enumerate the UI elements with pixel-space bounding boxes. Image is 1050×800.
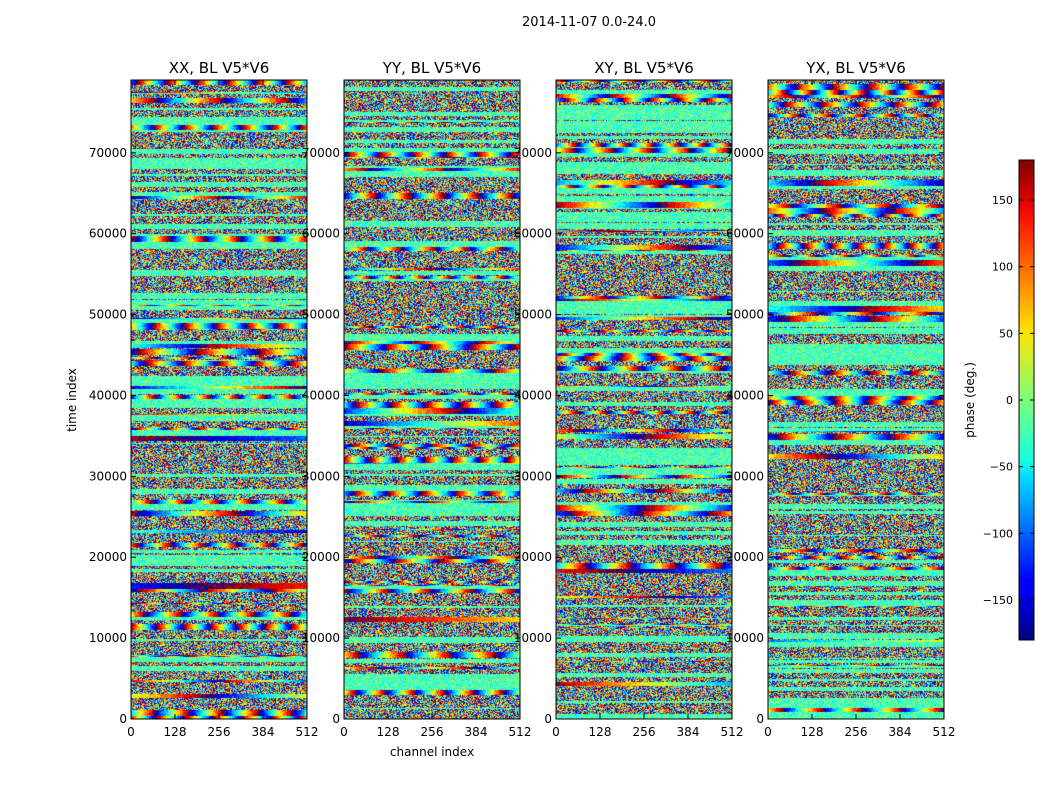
y-tick-label: 0 [756,712,764,726]
y-tick-label: 10000 [89,631,127,645]
x-tick-label: 0 [340,725,348,739]
x-tick-label: 384 [889,725,912,739]
y-tick-label: 50000 [726,308,764,322]
panel-yy: YY, BL V5*V6 0 128 256 384 512 0 10000 20000 3000… [302,59,532,739]
x-tick-label: 512 [296,725,319,739]
colorbar-tick-label: −150 [983,594,1013,607]
panel-xx: XX, BL V5*V6 0 128 256 384 512 0 10000 20000 3000… [89,59,319,739]
x-axis-label: channel index [390,745,474,759]
colorbar-ticks: 150 100 50 0 −50 −100 −150 [983,194,1034,607]
x-tick-label: 384 [677,725,700,739]
phase-image-xx [131,80,307,719]
figure-title: 2014-11-07 0.0-24.0 [522,15,656,30]
x-tick-label: 128 [801,725,824,739]
x-tick-label: 512 [509,725,532,739]
phase-image-yx [768,80,944,719]
y-tick-label: 0 [119,712,127,726]
y-tick-label: 30000 [726,469,764,483]
y-tick-label: 70000 [302,146,340,160]
x-tick-label: 512 [721,725,744,739]
panel-title: XX, BL V5*V6 [169,59,270,77]
x-tick-label: 0 [764,725,772,739]
x-tick-label: 256 [208,725,231,739]
colorbar: 150 100 50 0 −50 −100 −150 phase (deg.) [963,159,1035,641]
y-tick-label: 50000 [89,308,127,322]
y-tick-label: 40000 [89,388,127,402]
x-tick-label: 384 [465,725,488,739]
y-tick-label: 70000 [89,146,127,160]
x-tick-label: 256 [633,725,656,739]
phase-image-xy [556,80,732,719]
x-tick-label: 128 [377,725,400,739]
x-tick-label: 0 [552,725,560,739]
y-tick-label: 20000 [89,550,127,564]
y-tick-label: 70000 [514,146,552,160]
panel-yx: YX, BL V5*V6 0 128 256 384 512 0 10000 20000 3000… [726,59,956,739]
colorbar-tick-label: −50 [990,461,1013,474]
x-tick-label: 384 [252,725,275,739]
y-tick-label: 70000 [726,146,764,160]
x-tick-label: 256 [845,725,868,739]
y-tick-label: 60000 [89,227,127,241]
y-tick-label: 0 [332,712,340,726]
y-tick-label: 40000 [726,388,764,402]
panel-title: XY, BL V5*V6 [594,59,694,77]
colorbar-tick-label: 50 [999,327,1013,340]
y-tick-label: 0 [544,712,552,726]
y-tick-label: 10000 [726,631,764,645]
y-tick-label: 20000 [726,550,764,564]
y-tick-label: 30000 [302,469,340,483]
y-tick-label: 50000 [302,308,340,322]
y-tick-label: 20000 [514,550,552,564]
y-tick-label: 10000 [514,631,552,645]
y-tick-label: 60000 [726,227,764,241]
y-tick-label: 50000 [514,308,552,322]
x-tick-label: 128 [589,725,612,739]
phase-image-yy [344,80,520,719]
panels-group: XX, BL V5*V6 0 128 256 384 512 0 10000 20000 3000… [89,59,956,739]
colorbar-tick-label: 150 [992,194,1013,207]
colorbar-tick-label: 100 [992,261,1013,274]
panel-title: YX, BL V5*V6 [805,59,906,77]
x-tick-label: 0 [127,725,135,739]
y-tick-label: 20000 [302,550,340,564]
colorbar-label: phase (deg.) [963,362,977,438]
y-tick-label: 30000 [89,469,127,483]
x-tick-label: 256 [421,725,444,739]
x-tick-label: 128 [164,725,187,739]
y-axis-label: time index [65,368,79,432]
x-tick-label: 512 [933,725,956,739]
panel-xy: XY, BL V5*V6 0 128 256 384 512 0 10000 20000 3000… [514,59,744,739]
y-tick-label: 60000 [514,227,552,241]
y-tick-label: 30000 [514,469,552,483]
y-tick-label: 40000 [302,388,340,402]
colorbar-tick-label: 0 [1006,394,1013,407]
y-tick-label: 10000 [302,631,340,645]
panel-title: YY, BL V5*V6 [382,59,481,77]
colorbar-tick-label: −100 [983,527,1013,540]
y-tick-label: 40000 [514,388,552,402]
y-tick-label: 60000 [302,227,340,241]
